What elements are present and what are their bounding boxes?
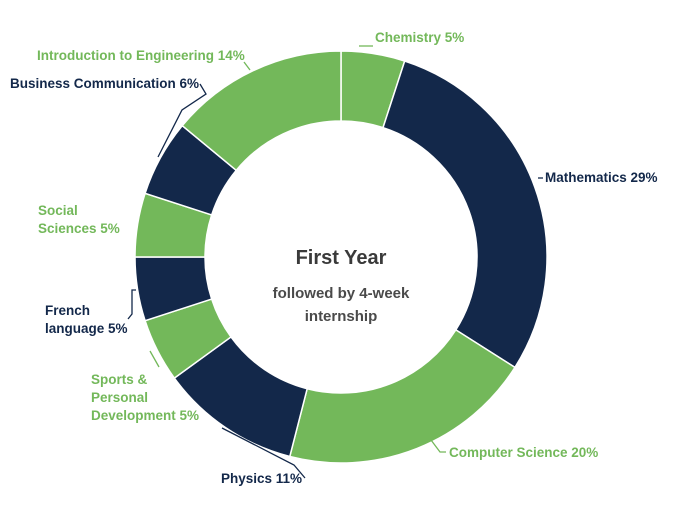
center-subtitle-line-2: internship (305, 308, 378, 325)
slice-label: Mathematics 29% (545, 170, 658, 185)
slice-label-line: Sciences 5% (38, 221, 120, 236)
slice-label-line: Personal (91, 390, 148, 405)
slice-label: Social Sciences 5% (38, 203, 120, 236)
leader-line (221, 427, 306, 479)
donut-slices (134, 50, 548, 464)
center-title: First Year (296, 247, 387, 269)
slice-label: Physics 11% (221, 471, 302, 486)
slice-label-line: Sports & (91, 372, 148, 387)
slice-label-line: Chemistry 5% (375, 30, 464, 45)
label-leader-lines (127, 45, 543, 479)
slice-labels: Chemistry 5% Mathematics 29% Computer Scie… (10, 30, 658, 486)
leader-line (149, 350, 160, 368)
slice-label: Business Communication 6% (10, 76, 199, 91)
slice-label-line: Introduction to Engineering 14% (37, 48, 245, 63)
slice-label-line: Physics 11% (221, 471, 302, 486)
leader-line (427, 435, 446, 453)
slice-label-line: Mathematics 29% (545, 170, 658, 185)
donut-slice (382, 60, 548, 369)
slice-label-line: Development 5% (91, 408, 199, 423)
slice-label: French language 5% (45, 303, 128, 336)
leader-line (157, 83, 207, 158)
leader-line (243, 61, 251, 71)
donut-slice (288, 328, 516, 464)
slice-label-line: language 5% (45, 321, 128, 336)
donut-slice (181, 50, 342, 172)
slice-label: Chemistry 5% (375, 30, 464, 45)
slice-label: Sports & Personal Development 5% (91, 372, 199, 423)
slice-label-line: Computer Science 20% (449, 445, 598, 460)
slice-label: Introduction to Engineering 14% (37, 48, 245, 63)
slice-label-line: French (45, 303, 90, 318)
slice-label-line: Business Communication 6% (10, 76, 199, 91)
center-subtitle-line-1: followed by 4-week (273, 285, 410, 302)
slice-label-line: Social (38, 203, 78, 218)
slice-label: Computer Science 20% (449, 445, 598, 460)
leader-line (127, 289, 136, 320)
